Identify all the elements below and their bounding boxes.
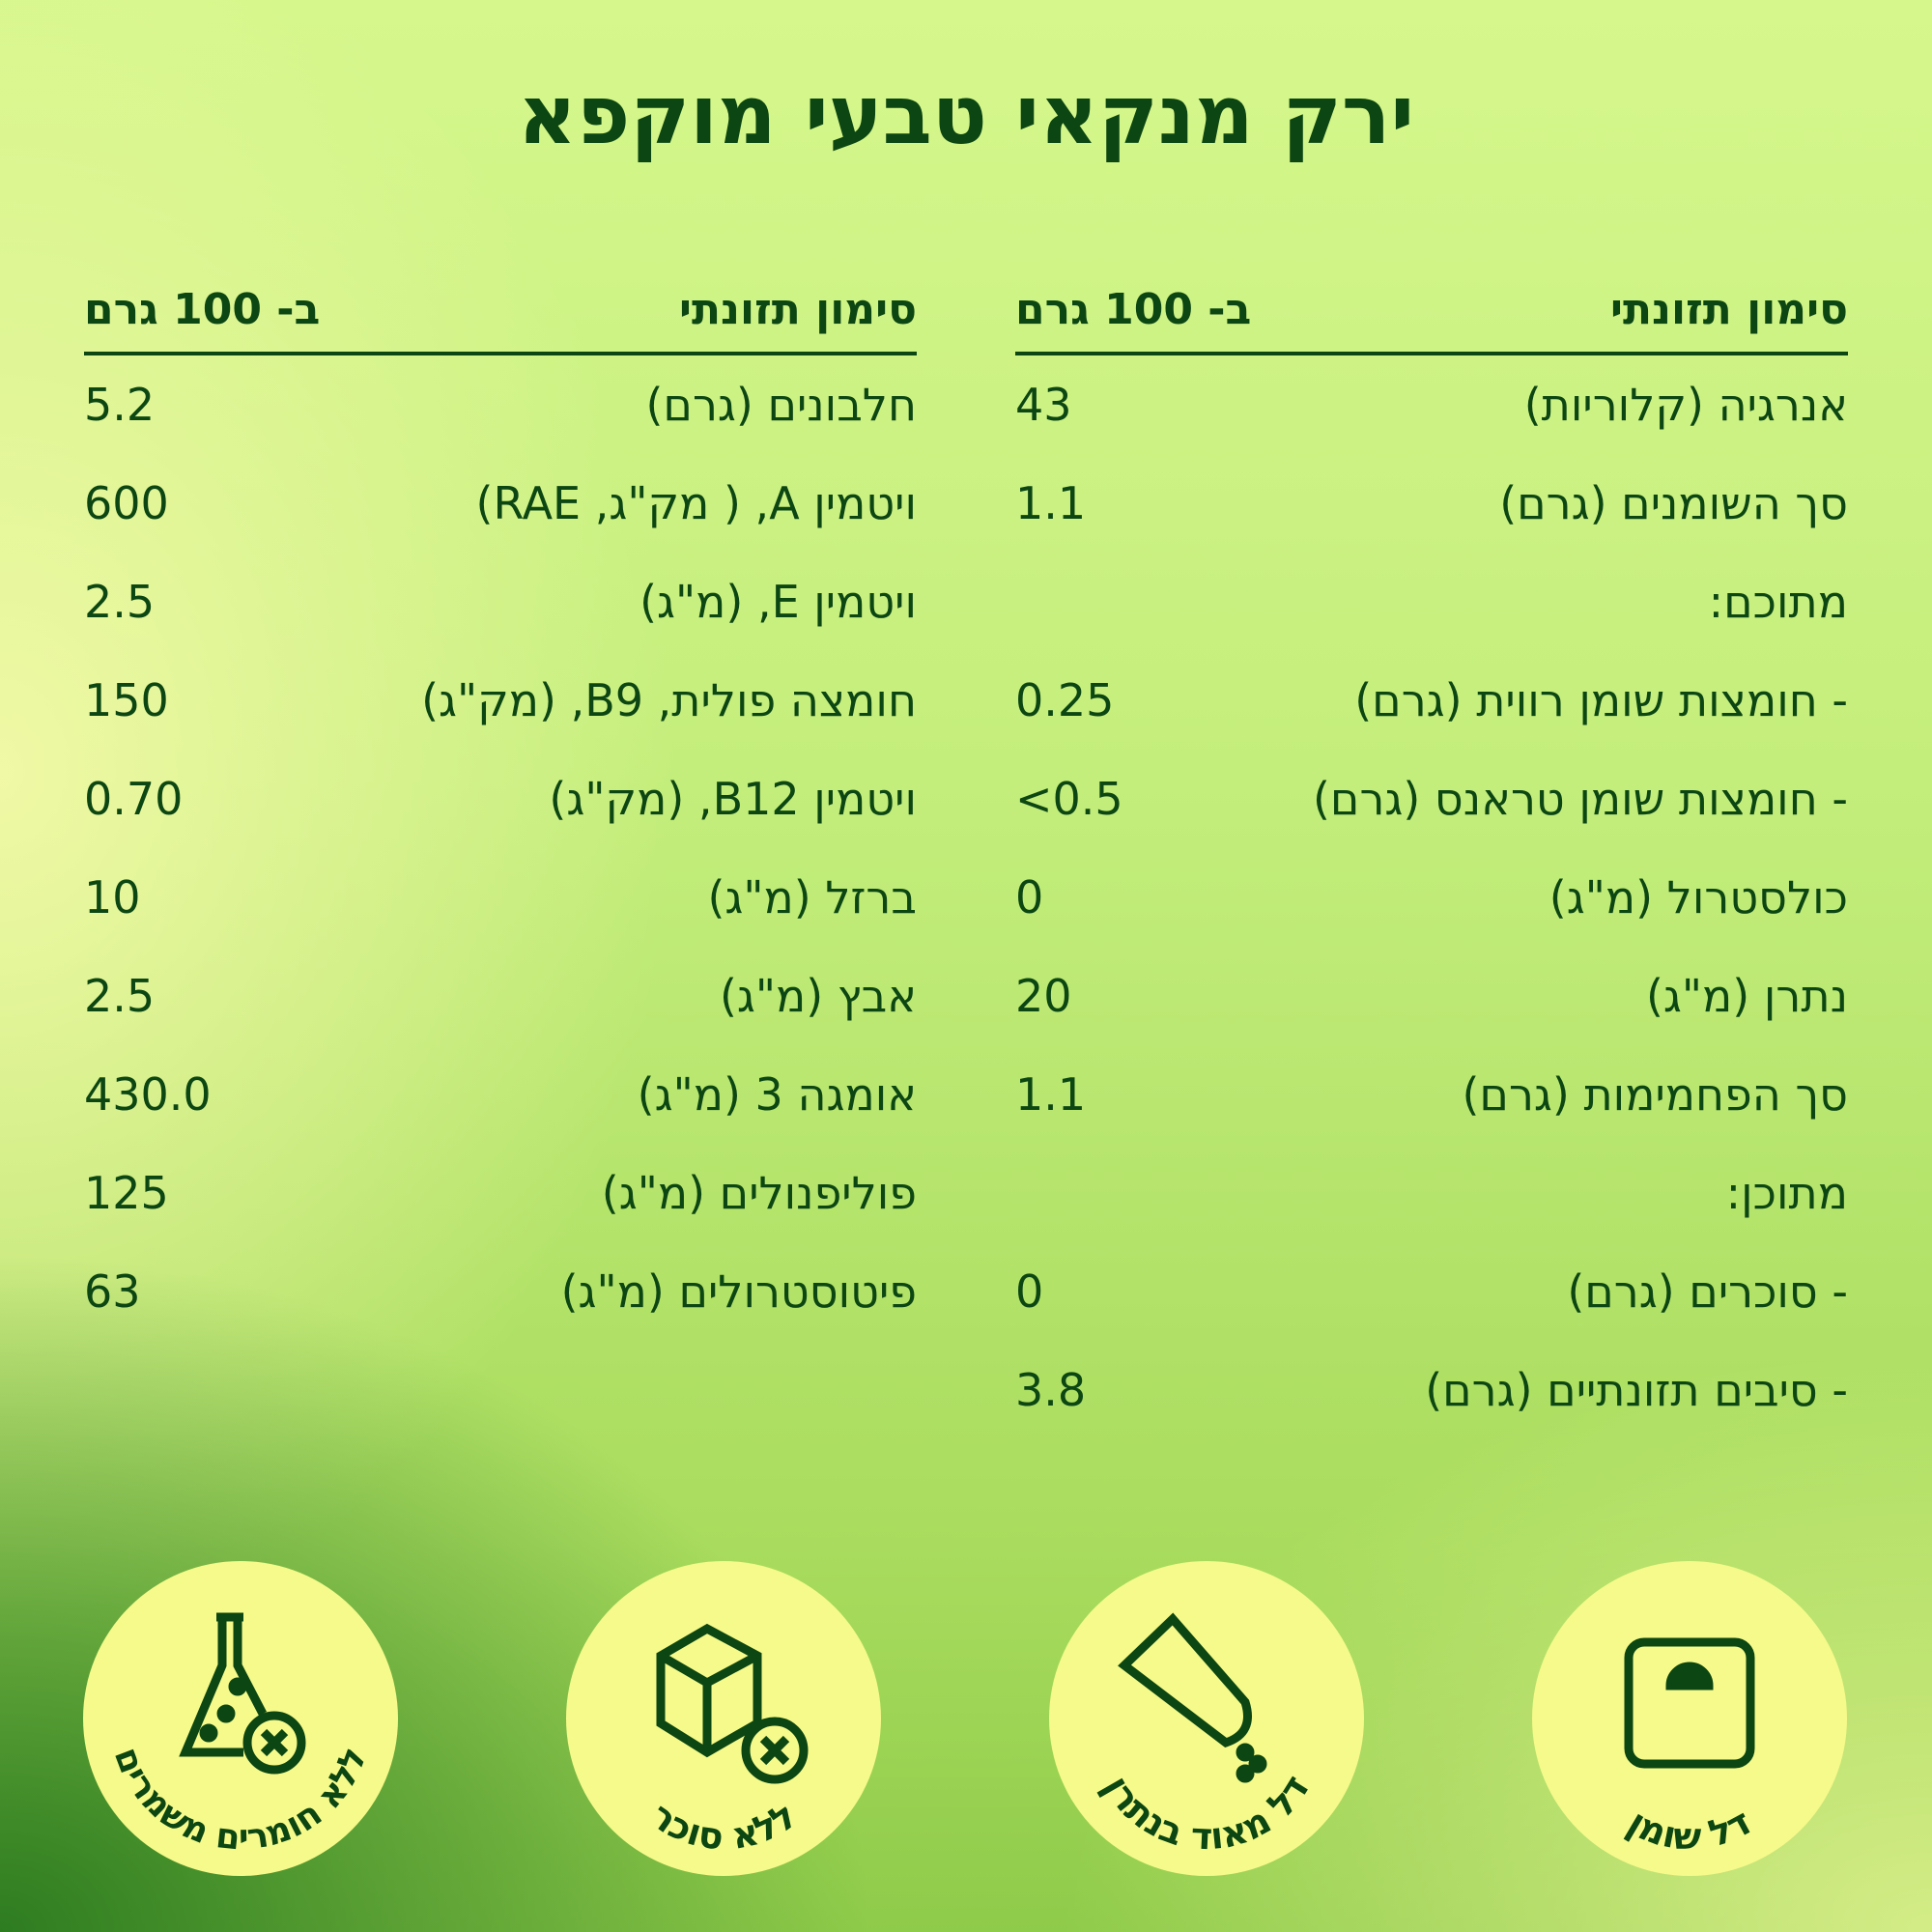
nutrient-label: מתוכן: (1725, 1167, 1848, 1219)
header-value: ב- 100 גרם (84, 284, 321, 334)
nutrient-value: 63 (84, 1265, 141, 1318)
table-row: פוליפנולים (מ"ג) 125 (84, 1144, 917, 1242)
nutrient-value: 600 (84, 477, 169, 529)
table-header: סימון תזונתי ב- 100 גרם (84, 270, 917, 355)
scale-icon (1624, 1637, 1755, 1769)
nutrient-value: 0.70 (84, 773, 184, 825)
table-header: סימון תזונתי ב- 100 גרם (1015, 270, 1848, 355)
table-row: מתוכם: (1015, 553, 1848, 651)
table-row: אנרגיה (קלוריות) 43 (1015, 355, 1848, 454)
nutrient-label: אנרגיה (קלוריות) (1523, 379, 1848, 431)
table-row: ברזל (מ"ג) 10 (84, 848, 917, 947)
nutrient-value: 10 (84, 871, 141, 923)
badge-very-low-sodium: דל מאוד בנתרן (1049, 1561, 1364, 1876)
flask-icon (179, 1612, 306, 1775)
nutrient-label: אבץ (מ"ג) (719, 970, 917, 1022)
nutrient-value: 150 (84, 674, 169, 726)
table-row: ויטמין A, ( מק"ג, RAE) 600 (84, 454, 917, 553)
nutrient-label: סך השומנים (גרם) (1499, 477, 1848, 529)
nutrient-value: <0.5 (1015, 773, 1123, 825)
nutrient-label: כולסטרול (מ"ג) (1548, 871, 1848, 923)
nutrition-table-left: סימון תזונתי ב- 100 גרם חלבונים (גרם) 5.2… (84, 270, 917, 1341)
badges: דל שומן דל מאוד בנתרן ללא סוכר (0, 1559, 1932, 1878)
nutrient-label: חומצה פולית, B9, (מק"ג) (421, 674, 917, 726)
badge-no-preservatives: ללא חומרים משמרים (83, 1561, 398, 1876)
nutrient-value: 1.1 (1015, 477, 1087, 529)
table-row: נתרן (מ"ג) 20 (1015, 947, 1848, 1045)
nutrient-value: 2.5 (84, 576, 156, 628)
nutrient-value: 5.2 (84, 379, 156, 431)
nutrient-label: אומגה 3 (מ"ג) (637, 1068, 917, 1121)
table-row: פיטוסטרולים (מ"ג) 63 (84, 1242, 917, 1341)
nutrient-label: - חומצות שומן טראנס (גרם) (1312, 773, 1848, 825)
nutrient-label: - סוכרים (גרם) (1567, 1265, 1848, 1318)
nutrient-label: פיטוסטרולים (מ"ג) (560, 1265, 917, 1318)
nutrient-value: 125 (84, 1167, 169, 1219)
nutrient-label: - חומצות שומן רווית (גרם) (1354, 674, 1848, 726)
nutrient-label: ויטמין E, (מ"ג) (639, 576, 917, 628)
table-row: סך הפחמימות (גרם) 1.1 (1015, 1045, 1848, 1144)
nutrient-value: 430.0 (84, 1068, 212, 1121)
table-row: ויטמין E, (מ"ג) 2.5 (84, 553, 917, 651)
table-row: כולסטרול (מ"ג) 0 (1015, 848, 1848, 947)
nutrient-value: 43 (1015, 379, 1072, 431)
nutrient-label: - סיבים תזונתיים (גרם) (1425, 1364, 1848, 1416)
table-row: - חומצות שומן טראנס (גרם) <0.5 (1015, 750, 1848, 848)
nutrient-label: סך הפחמימות (גרם) (1462, 1068, 1848, 1121)
nutrient-value: 3.8 (1015, 1364, 1087, 1416)
nutrient-value: 0 (1015, 1265, 1044, 1318)
table-row: סך השומנים (גרם) 1.1 (1015, 454, 1848, 553)
salt-shaker-icon (1118, 1612, 1267, 1783)
table-row: - סיבים תזונתיים (גרם) 3.8 (1015, 1341, 1848, 1439)
nutrient-value: 1.1 (1015, 1068, 1087, 1121)
nutrient-value: 2.5 (84, 970, 156, 1022)
table-row: אבץ (מ"ג) 2.5 (84, 947, 917, 1045)
nutrient-label: מתוכם: (1708, 576, 1848, 628)
page-title: ירק מנקאי טבעי מוקפא (517, 68, 1415, 162)
nutrient-label: ברזל (מ"ג) (707, 871, 917, 923)
nutrient-label: פוליפנולים (מ"ג) (601, 1167, 917, 1219)
sugar-cube-icon (656, 1623, 809, 1784)
nutrient-value: 0 (1015, 871, 1044, 923)
nutrient-label: ויטמין A, ( מק"ג, RAE) (475, 477, 917, 529)
nutrient-label: ויטמין B12, (מק"ג) (549, 773, 917, 825)
nutrient-value: 20 (1015, 970, 1072, 1022)
nutrient-label: חלבונים (גרם) (645, 379, 917, 431)
nutrient-label: נתרן (מ"ג) (1645, 970, 1848, 1022)
table-row: אומגה 3 (מ"ג) 430.0 (84, 1045, 917, 1144)
table-row: חומצה פולית, B9, (מק"ג) 150 (84, 651, 917, 750)
header-value: ב- 100 גרם (1015, 284, 1252, 334)
badge-low-fat: דל שומן (1532, 1561, 1847, 1876)
badge-no-sugar: ללא סוכר (566, 1561, 881, 1876)
table-row: - חומצות שומן רווית (גרם) 0.25 (1015, 651, 1848, 750)
table-row: - סוכרים (גרם) 0 (1015, 1242, 1848, 1341)
header-label: סימון תזונתי (1610, 284, 1848, 334)
nutrition-table-right: סימון תזונתי ב- 100 גרם אנרגיה (קלוריות)… (1015, 270, 1848, 1439)
table-row: חלבונים (גרם) 5.2 (84, 355, 917, 454)
nutrient-value: 0.25 (1015, 674, 1115, 726)
table-row: מתוכן: (1015, 1144, 1848, 1242)
table-row: ויטמין B12, (מק"ג) 0.70 (84, 750, 917, 848)
header-label: סימון תזונתי (679, 284, 917, 334)
